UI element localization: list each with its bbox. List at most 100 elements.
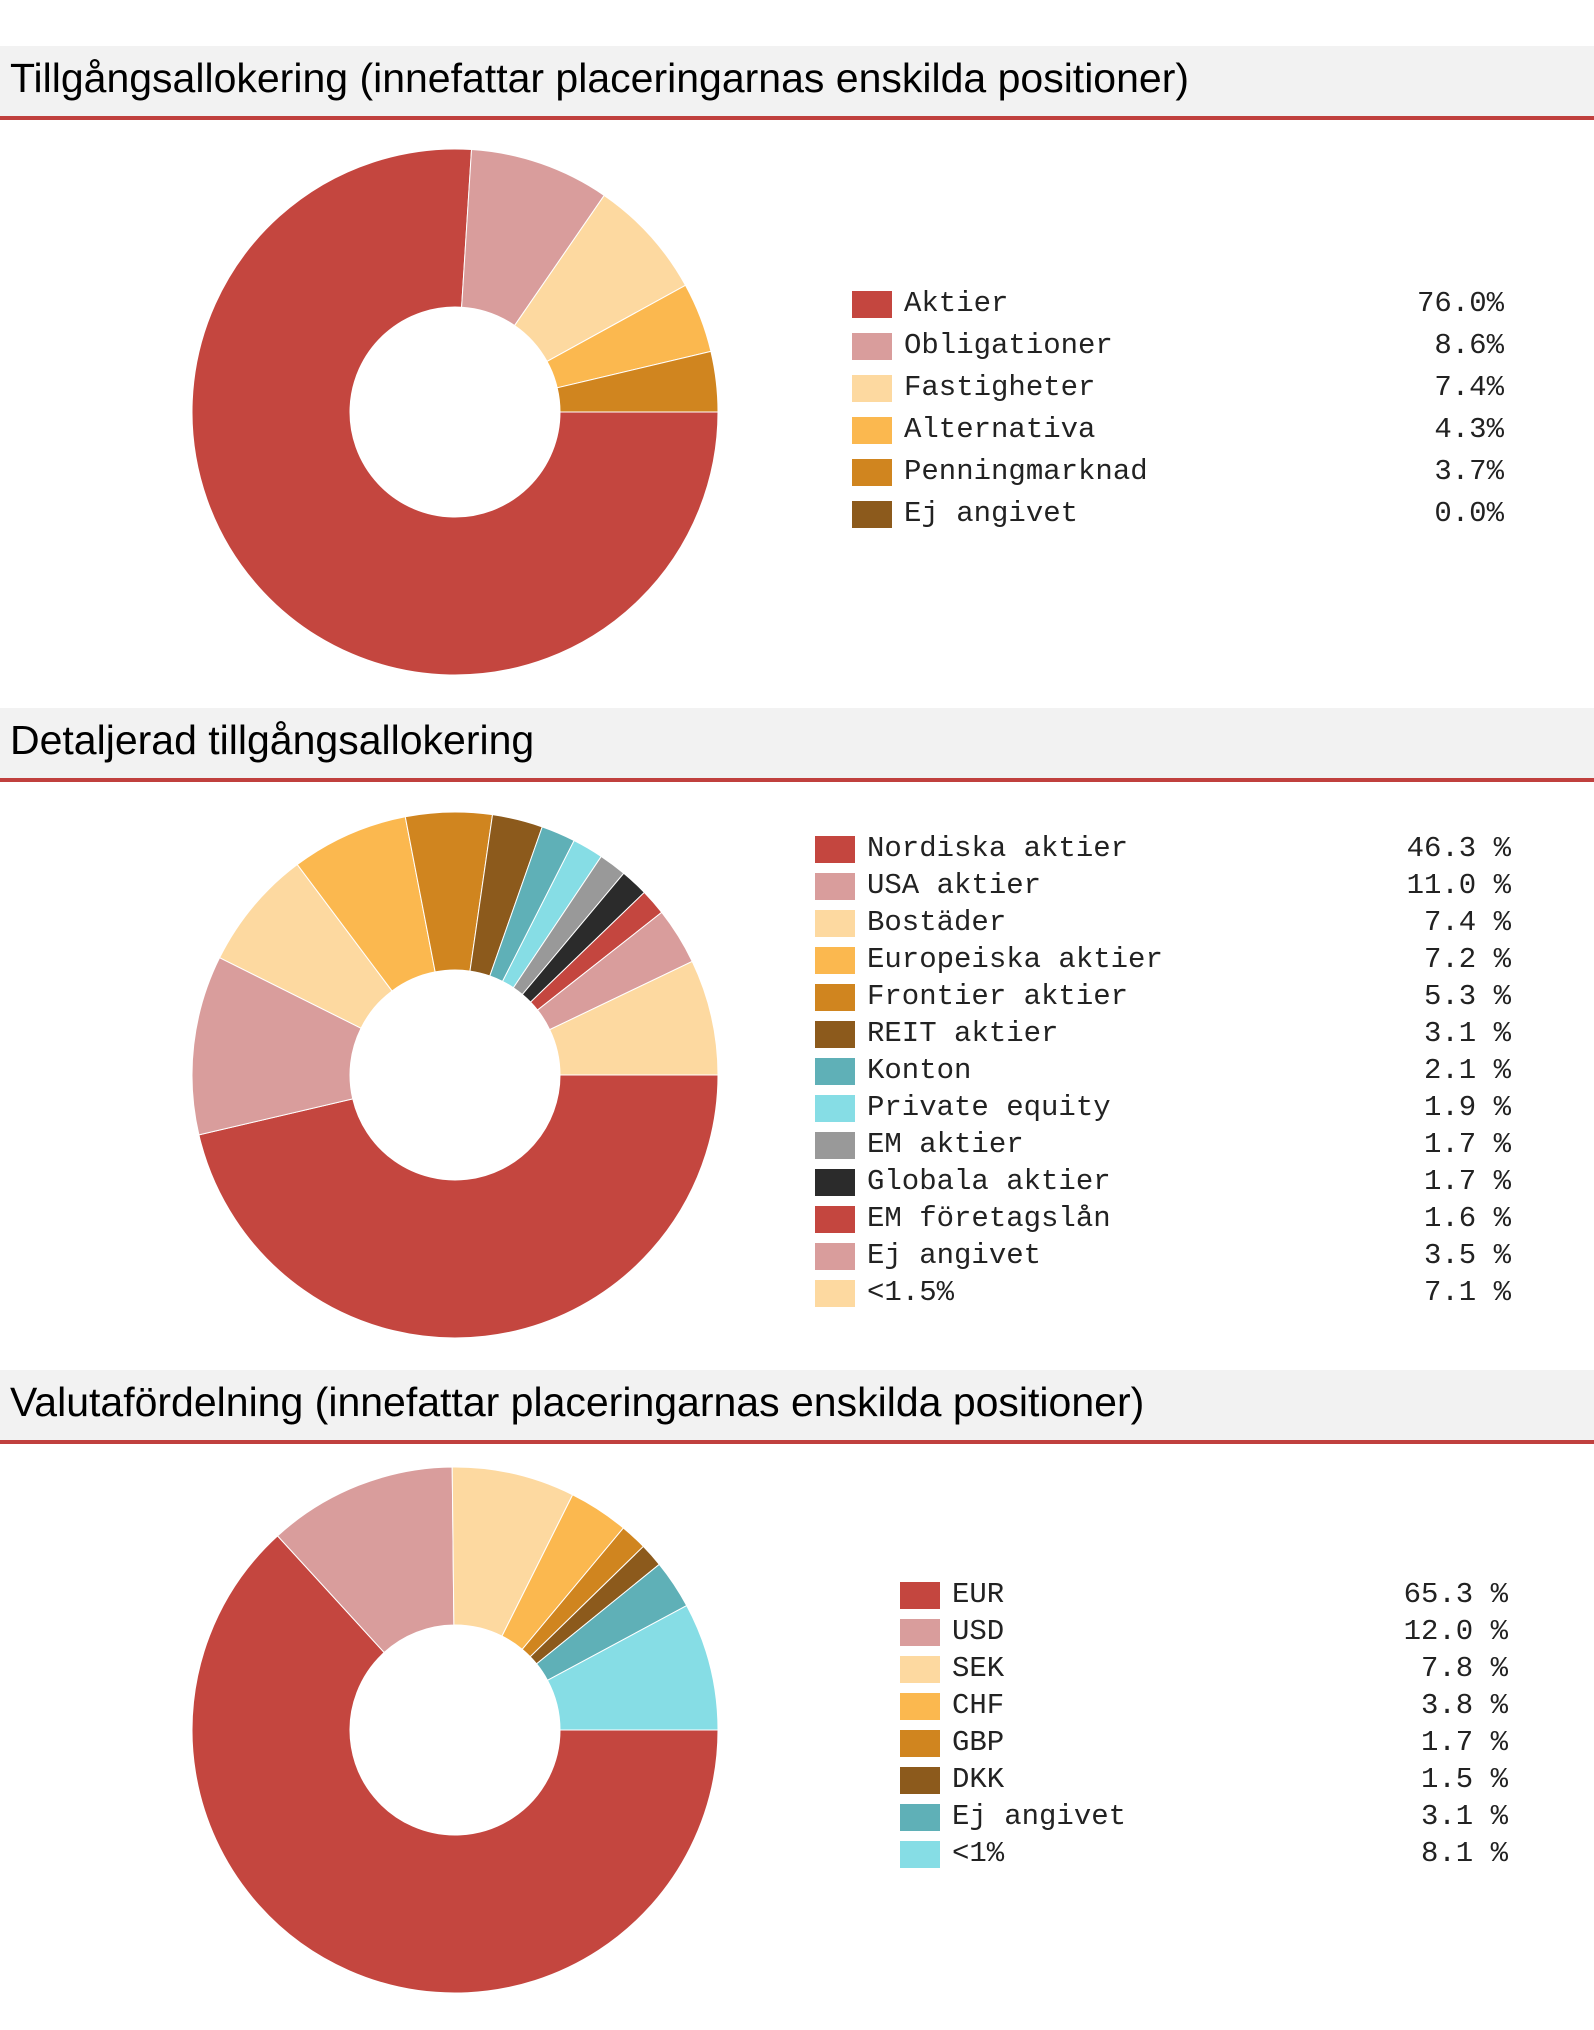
- currency-distribution-donut: [191, 1466, 719, 1994]
- slice-aktier: [191, 148, 719, 676]
- legend-value: 7.4 %: [1423, 906, 1511, 939]
- legend-swatch: [852, 459, 892, 486]
- legend-swatch: [900, 1804, 940, 1831]
- legend-label: Private equity: [867, 1091, 1111, 1124]
- legend-swatch: [900, 1841, 940, 1868]
- legend-item-private-equity: Private equity 1.9 %: [815, 1091, 1511, 1125]
- legend-swatch: [900, 1656, 940, 1683]
- legend-value: 3.1 %: [1420, 1800, 1508, 1833]
- slice-ej-angivet: [535, 1563, 688, 1682]
- slice-globala-aktier: [521, 872, 646, 1003]
- legend-value: 1.7 %: [1423, 1128, 1511, 1161]
- legend-swatch: [900, 1693, 940, 1720]
- slice-under-1-5-pct: [549, 960, 719, 1076]
- legend-item-bostader: Bostäder 7.4 %: [815, 906, 1511, 940]
- asset-allocation-legend: Aktier 76.0% Obligationer 8.6% Fastigheter 7.…: [852, 287, 1504, 531]
- legend-value: 3.5 %: [1423, 1239, 1511, 1272]
- legend-label: SEK: [952, 1652, 1005, 1685]
- slice-alternativa: [546, 284, 712, 389]
- slice-konton: [489, 826, 575, 983]
- legend-value: 76.0%: [1416, 287, 1504, 320]
- slice-sek: [451, 1466, 574, 1637]
- legend-swatch: [900, 1619, 940, 1646]
- legend-value: 2.1 %: [1423, 1054, 1511, 1087]
- slice-usd: [276, 1466, 455, 1654]
- legend-label: Nordiska aktier: [867, 832, 1129, 865]
- legend-label: Bostäder: [867, 906, 1007, 939]
- asset-allocation-header: Tillgångsallokering (innefattar placerin…: [0, 46, 1594, 120]
- legend-label: EM företagslån: [867, 1202, 1111, 1235]
- legend-item-usd: USD 12.0 %: [900, 1615, 1508, 1649]
- legend-item-chf: CHF 3.8 %: [900, 1689, 1508, 1723]
- legend-swatch: [900, 1730, 940, 1757]
- slice-under-1-pct: [546, 1604, 719, 1731]
- legend-value: 3.8 %: [1420, 1689, 1508, 1722]
- legend-swatch: [815, 984, 855, 1011]
- legend-item-under-1-pct: <1% 8.1 %: [900, 1837, 1508, 1871]
- legend-value: 1.7 %: [1423, 1165, 1511, 1198]
- detailed-allocation-title: Detaljerad tillgångsallokering: [10, 717, 535, 763]
- legend-value: 65.3 %: [1403, 1578, 1508, 1611]
- legend-label: <1%: [952, 1837, 1005, 1870]
- slice-eur: [191, 1535, 719, 1994]
- legend-label: EM aktier: [867, 1128, 1024, 1161]
- legend-item-obligationer: Obligationer 8.6%: [852, 329, 1504, 363]
- legend-label: Ej angivet: [867, 1239, 1042, 1272]
- legend-value: 8.1 %: [1420, 1837, 1508, 1870]
- legend-value: 7.8 %: [1420, 1652, 1508, 1685]
- legend-label: Ej angivet: [904, 497, 1079, 530]
- asset-allocation-donut: [191, 148, 719, 676]
- legend-item-ej-angivet: Ej angivet 0.0%: [852, 497, 1504, 531]
- legend-value: 1.6 %: [1423, 1202, 1511, 1235]
- legend-item-under-1-5-pct: <1.5% 7.1 %: [815, 1276, 1511, 1310]
- legend-item-em-aktier: EM aktier 1.7 %: [815, 1128, 1511, 1162]
- slice-nordiska-aktier: [198, 1074, 719, 1339]
- legend-value: 8.6%: [1434, 329, 1504, 362]
- slice-europeiska-aktier: [296, 816, 436, 992]
- legend-value: 7.2 %: [1423, 943, 1511, 976]
- legend-value: 1.9 %: [1423, 1091, 1511, 1124]
- slice-usa-aktier: [191, 957, 362, 1136]
- legend-item-alternativa: Alternativa 4.3%: [852, 413, 1504, 447]
- legend-label: Penningmarknad: [904, 455, 1148, 488]
- legend-item-europeiska-aktier: Europeiska aktier 7.2 %: [815, 943, 1511, 977]
- legend-label: Konton: [867, 1054, 972, 1087]
- slice-dkk: [529, 1545, 661, 1665]
- legend-value: 46.3 %: [1406, 832, 1511, 865]
- detailed-allocation-header: Detaljerad tillgångsallokering: [0, 708, 1594, 782]
- legend-label: Europeiska aktier: [867, 943, 1163, 976]
- legend-label: Ej angivet: [952, 1800, 1127, 1833]
- legend-value: 3.7%: [1434, 455, 1504, 488]
- legend-swatch: [815, 1021, 855, 1048]
- legend-item-sek: SEK 7.8 %: [900, 1652, 1508, 1686]
- legend-swatch: [900, 1767, 940, 1794]
- legend-label: Globala aktier: [867, 1165, 1111, 1198]
- legend-item-eur: EUR 65.3 %: [900, 1578, 1508, 1612]
- legend-item-globala-aktier: Globala aktier 1.7 %: [815, 1165, 1511, 1199]
- legend-value: 0.0%: [1434, 497, 1504, 530]
- slice-penningmarknad: [556, 350, 719, 413]
- legend-item-usa-aktier: USA aktier 11.0 %: [815, 869, 1511, 903]
- legend-label: USD: [952, 1615, 1005, 1648]
- legend-swatch: [852, 375, 892, 402]
- legend-label: Frontier aktier: [867, 980, 1129, 1013]
- slice-reit-aktier: [469, 814, 543, 977]
- slice-obligationer: [461, 148, 605, 327]
- legend-item-aktier: Aktier 76.0%: [852, 287, 1504, 321]
- slice-chf: [501, 1494, 625, 1651]
- legend-swatch: [815, 1280, 855, 1307]
- legend-label: <1.5%: [867, 1276, 955, 1309]
- slice-ej-angivet: [536, 911, 693, 1031]
- legend-label: GBP: [952, 1726, 1005, 1759]
- legend-label: Fastigheter: [904, 371, 1096, 404]
- legend-item-penningmarknad: Penningmarknad 3.7%: [852, 455, 1504, 489]
- legend-swatch: [815, 1095, 855, 1122]
- slice-private-equity: [501, 839, 602, 989]
- legend-label: USA aktier: [867, 869, 1042, 902]
- legend-label: Alternativa: [904, 413, 1096, 446]
- legend-swatch: [852, 501, 892, 528]
- detailed-allocation-legend: Nordiska aktier 46.3 % USA aktier 11.0 % Bos…: [815, 832, 1515, 1309]
- legend-item-fastigheter: Fastigheter 7.4%: [852, 371, 1504, 405]
- legend-value: 1.7 %: [1420, 1726, 1508, 1759]
- legend-item-gbp: GBP 1.7 %: [900, 1726, 1508, 1760]
